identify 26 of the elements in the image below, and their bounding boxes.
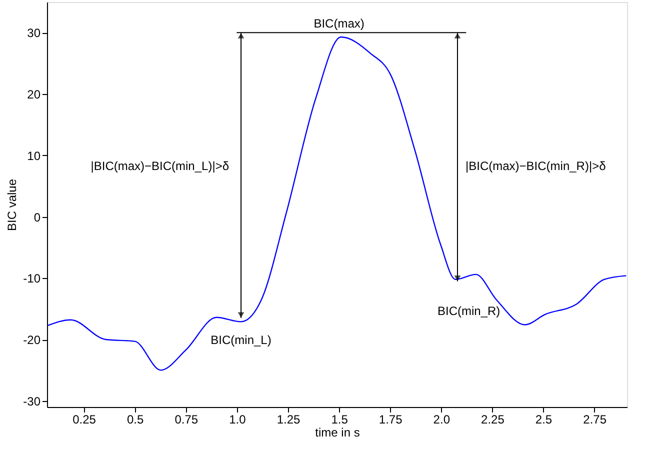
x-tick-label: 0.5 <box>126 412 144 426</box>
x-tick-label: 2.5 <box>535 412 552 426</box>
y-tick-label: -20 <box>23 333 41 347</box>
x-tick-label: 0.75 <box>174 412 198 426</box>
x-tick-label: 1.0 <box>229 412 246 426</box>
y-tick-label: 10 <box>27 148 41 163</box>
annotation: BIC(min_L) <box>210 333 272 348</box>
x-tick-label: 2.0 <box>433 412 450 426</box>
x-tick-label: 1.25 <box>276 412 300 426</box>
y-tick-label: -30 <box>23 394 41 408</box>
x-tick-label: 2.75 <box>583 412 607 426</box>
y-tick-label: 0 <box>34 210 41 224</box>
x-tick-label: 1.75 <box>378 412 403 426</box>
line-series <box>47 36 627 371</box>
annotation: BIC(min_R) <box>437 304 500 318</box>
x-axis-title: time in s <box>315 426 360 440</box>
y-tick-label: -10 <box>23 272 41 286</box>
y-axis-title: BIC value <box>5 178 20 232</box>
y-tick-label: 30 <box>27 26 41 40</box>
annotation: BIC(max) <box>314 16 364 31</box>
x-tick-label: 1.5 <box>331 412 348 426</box>
annotation: |BIC(max)−BIC(min_R)|>δ <box>465 159 606 174</box>
x-tick-label: 0.25 <box>72 412 96 426</box>
x-tick-label: 2.25 <box>481 412 505 426</box>
y-tick-label: 20 <box>27 88 41 102</box>
annotation: |BIC(max)−BIC(min_L)|>δ <box>90 159 230 174</box>
